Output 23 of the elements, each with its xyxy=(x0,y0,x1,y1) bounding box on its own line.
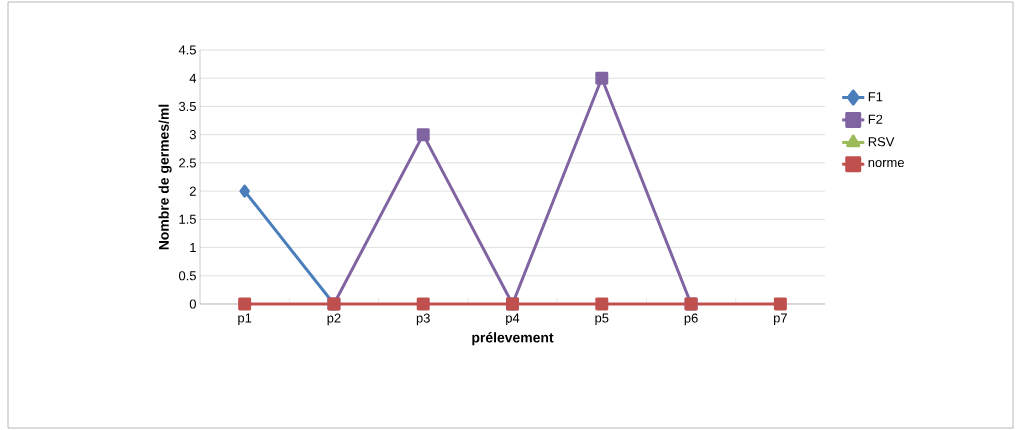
y-tick-label: 2.5 xyxy=(179,158,196,168)
legend-label: F1 xyxy=(868,92,883,102)
x-axis-title: prélevement xyxy=(472,332,554,346)
y-tick-label: 3.5 xyxy=(178,101,196,112)
y-tick-label: 1 xyxy=(190,243,196,253)
y-tick-label: 0 xyxy=(189,299,196,309)
legend-label: F2 xyxy=(868,114,883,124)
y-tick-label: 1.5 xyxy=(179,214,196,224)
x-tick-label: p1 xyxy=(238,313,252,326)
y-axis-title: Nombre de germes/ml xyxy=(158,104,172,250)
y-tick-label: 4 xyxy=(189,73,197,83)
x-tick-label: p3 xyxy=(416,313,430,326)
y-tick-label: 2 xyxy=(189,186,196,196)
y-tick-label: 0.5 xyxy=(178,271,196,281)
x-tick-label: p2 xyxy=(327,313,341,326)
x-tick-label: p7 xyxy=(773,313,787,326)
legend-label: RSV xyxy=(868,137,895,147)
y-tick-label: 3 xyxy=(189,130,196,140)
legend-label: norme xyxy=(868,159,904,168)
y-tick-label: 4.5 xyxy=(178,45,196,55)
x-tick-label: p6 xyxy=(684,313,698,326)
x-tick-label: p5 xyxy=(595,313,609,326)
x-tick-label: p4 xyxy=(506,313,520,326)
